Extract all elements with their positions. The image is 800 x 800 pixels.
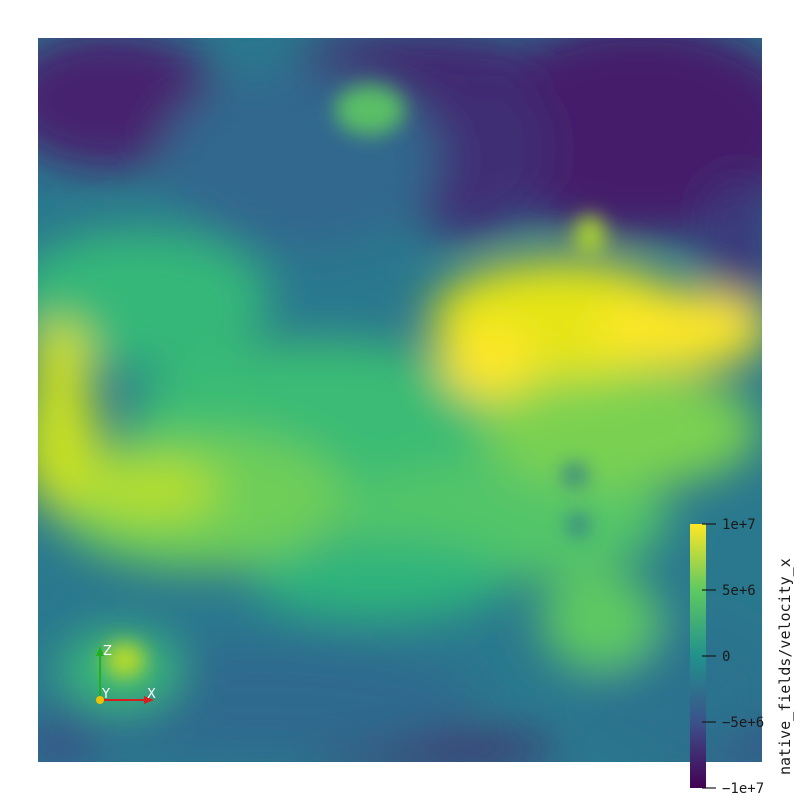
- colorbar: 1e+7 5e+6 0 −5e+6 −1e+7 native_fields/veloci…: [690, 517, 794, 797]
- field-render: [38, 38, 762, 762]
- z-axis-arrowhead: [96, 646, 104, 656]
- colorbar-tick-label: 1e+7: [722, 517, 756, 533]
- colorbar-ticks: 1e+7 5e+6 0 −5e+6 −1e+7: [702, 517, 764, 797]
- colorbar-title: native_fields/velocity_x: [776, 558, 794, 775]
- y-axis-label: Y: [101, 687, 110, 702]
- x-axis-arrowhead: [144, 696, 154, 704]
- x-axis-label: X: [147, 687, 156, 702]
- y-axis-marker: [96, 696, 104, 704]
- colorbar-tick-label: −1e+7: [722, 781, 764, 797]
- colorbar-tick-label: 5e+6: [722, 583, 756, 599]
- colorbar-tick-label: 0: [722, 649, 730, 665]
- colorbar-tick-label: −5e+6: [722, 715, 764, 731]
- z-axis-label: Z: [103, 644, 112, 659]
- orientation-axes: Z Y X: [96, 644, 156, 704]
